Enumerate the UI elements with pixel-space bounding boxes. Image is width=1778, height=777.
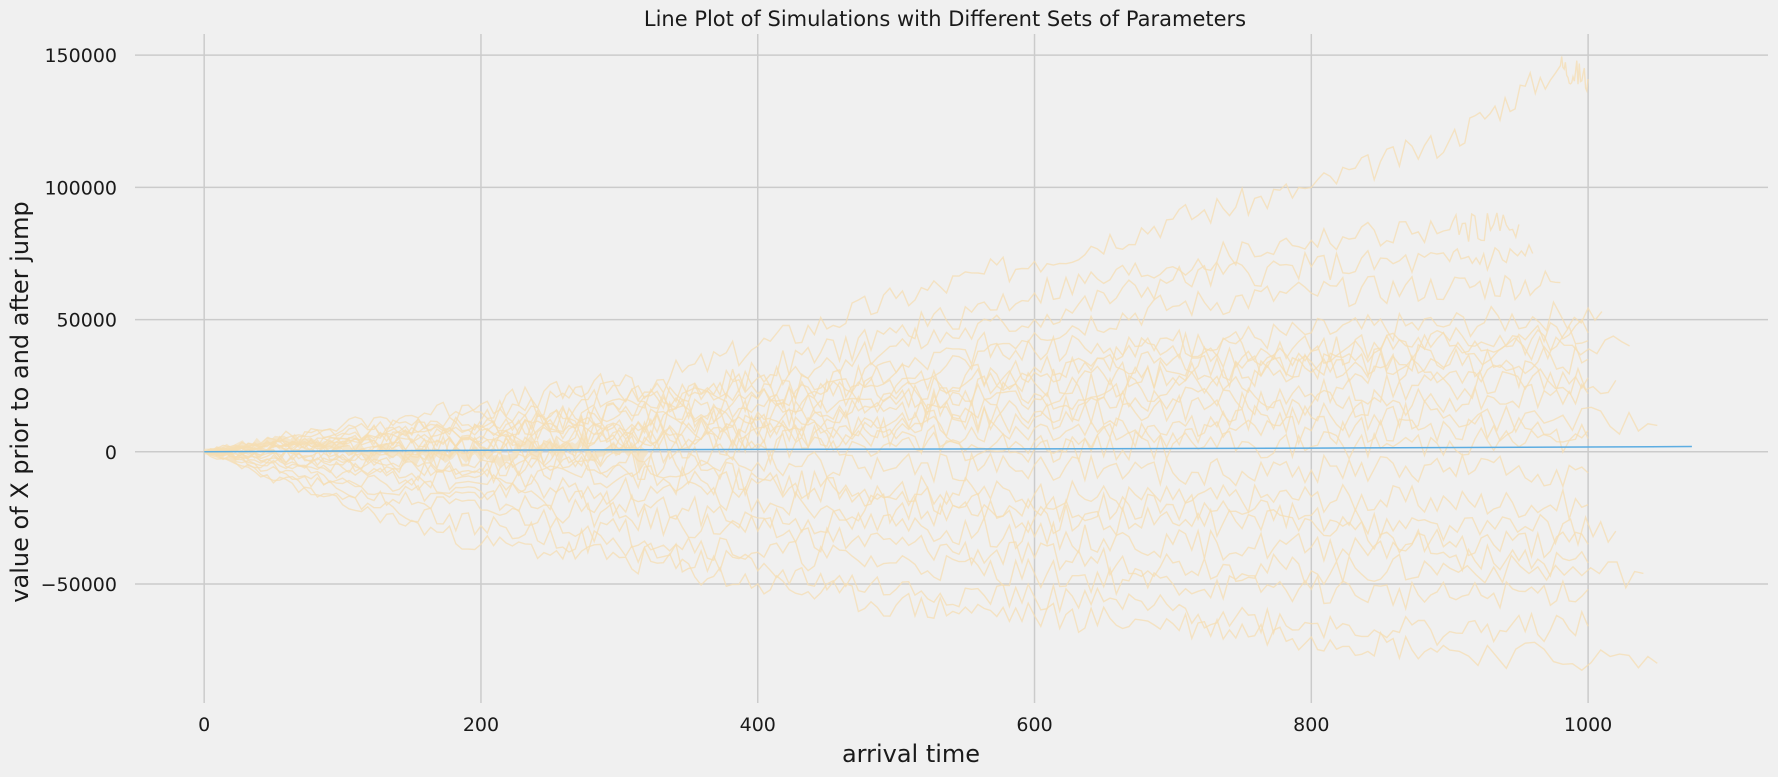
x-tick-label: 800 [1293,714,1329,736]
y-tick-label: 50000 [57,310,117,332]
simulation-line [204,448,1589,578]
x-tick-label: 400 [740,714,776,736]
y-tick-label: 150000 [44,45,117,67]
x-tick-label: 0 [198,714,210,736]
x-axis-label: arrival time [842,740,980,768]
y-tick-label: 100000 [44,177,117,199]
simulation-line [203,449,1589,522]
simulation-line [203,432,649,475]
simulation-line [204,56,1589,454]
simulation-line [203,448,1589,489]
simulation-line [203,366,1617,457]
simulation-line [203,325,1589,453]
series-layer [203,56,1692,672]
simulation-line [204,450,1617,548]
simulation-line [203,343,1589,455]
simulation-line [204,451,1589,564]
simulation-line [204,300,1603,454]
x-tick-label: 600 [1016,714,1052,736]
x-tick-label: 1000 [1564,714,1612,736]
simulation-line [203,451,1644,590]
y-axis-label: value of X prior to and after jump [6,201,34,602]
simulation-line [203,451,1589,612]
simulation-line [204,350,1589,453]
x-tick-label: 200 [463,714,499,736]
simulation-line [203,451,1589,647]
y-tick-label: −50000 [41,574,117,596]
chart-title: Line Plot of Simulations with Different … [644,7,1246,31]
simulation-line [203,243,1534,455]
simulation-line [204,450,1658,672]
simulation-line [204,318,1589,453]
simulation-line [203,212,1520,455]
mean-line [204,445,1692,453]
tick-labels: 0 200 400 600 800 1000 −50000 0 50000 100000 15000… [41,45,1613,736]
simulation-line [204,335,1630,455]
simulation-line [204,422,1589,471]
y-tick-label: 0 [105,442,117,464]
